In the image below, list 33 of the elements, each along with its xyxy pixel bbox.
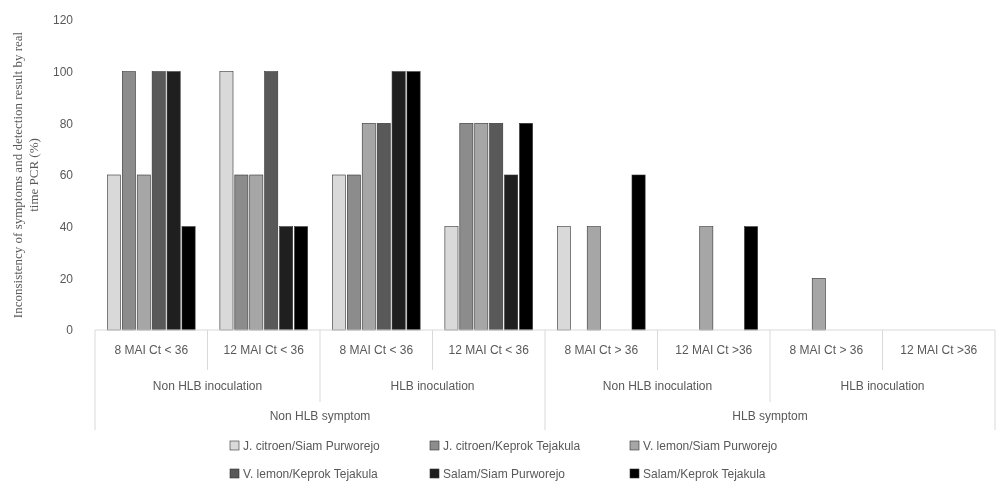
y-axis-title: Inconsistency of symptoms and detection result by real time PCR (%): [10, 31, 41, 319]
text: HLB inoculation: [840, 379, 925, 393]
x-tick-label: 8 MAI Ct > 36: [789, 343, 864, 357]
text: Non HLB inoculation: [152, 379, 263, 393]
bar: [744, 226, 758, 331]
x-tick-label: 8 MAI Ct < 36: [114, 343, 189, 357]
y-tick-label: 60: [59, 168, 74, 183]
bar: [811, 278, 826, 331]
bar: [699, 226, 714, 331]
legend-label: J. citroen/Keprok Tejakula: [443, 439, 581, 453]
legend-label: V. lemon/Siam Purworejo: [643, 439, 778, 453]
y-tick-label: 80: [59, 116, 74, 131]
x-tick-label: 12 MAI Ct >36: [900, 343, 978, 357]
x-tick-label: 12 MAI Ct >36: [675, 343, 753, 357]
bar: [631, 174, 646, 331]
y-tick-label: 20: [59, 271, 74, 286]
text: Non HLB symptom: [269, 409, 371, 423]
legend-label: V. lemon/Keprok Tejakula: [243, 467, 379, 481]
x-tick-label: 12 MAI Ct < 36: [223, 343, 305, 357]
x-tick-label: 8 MAI Ct > 36: [564, 343, 639, 357]
y-tick-label: 100: [52, 64, 74, 79]
y-tick-label: 120: [52, 13, 74, 28]
y-tick-label: 40: [59, 219, 74, 234]
text: HLB inoculation: [390, 379, 475, 393]
text: Non HLB inoculation: [602, 379, 713, 393]
text: HLB symptom: [732, 409, 808, 423]
legend-label: Salam/Keprok Tejakula: [643, 467, 766, 481]
x-tick-label: 12 MAI Ct < 36: [448, 343, 530, 357]
bar: [586, 226, 601, 331]
x-tick-label: 8 MAI Ct < 36: [339, 343, 414, 357]
legend-label: J. citroen/Siam Purworejo: [243, 439, 381, 453]
y-tick-label: 0: [66, 323, 74, 338]
legend-label: Salam/Siam Purworejo: [443, 467, 566, 481]
